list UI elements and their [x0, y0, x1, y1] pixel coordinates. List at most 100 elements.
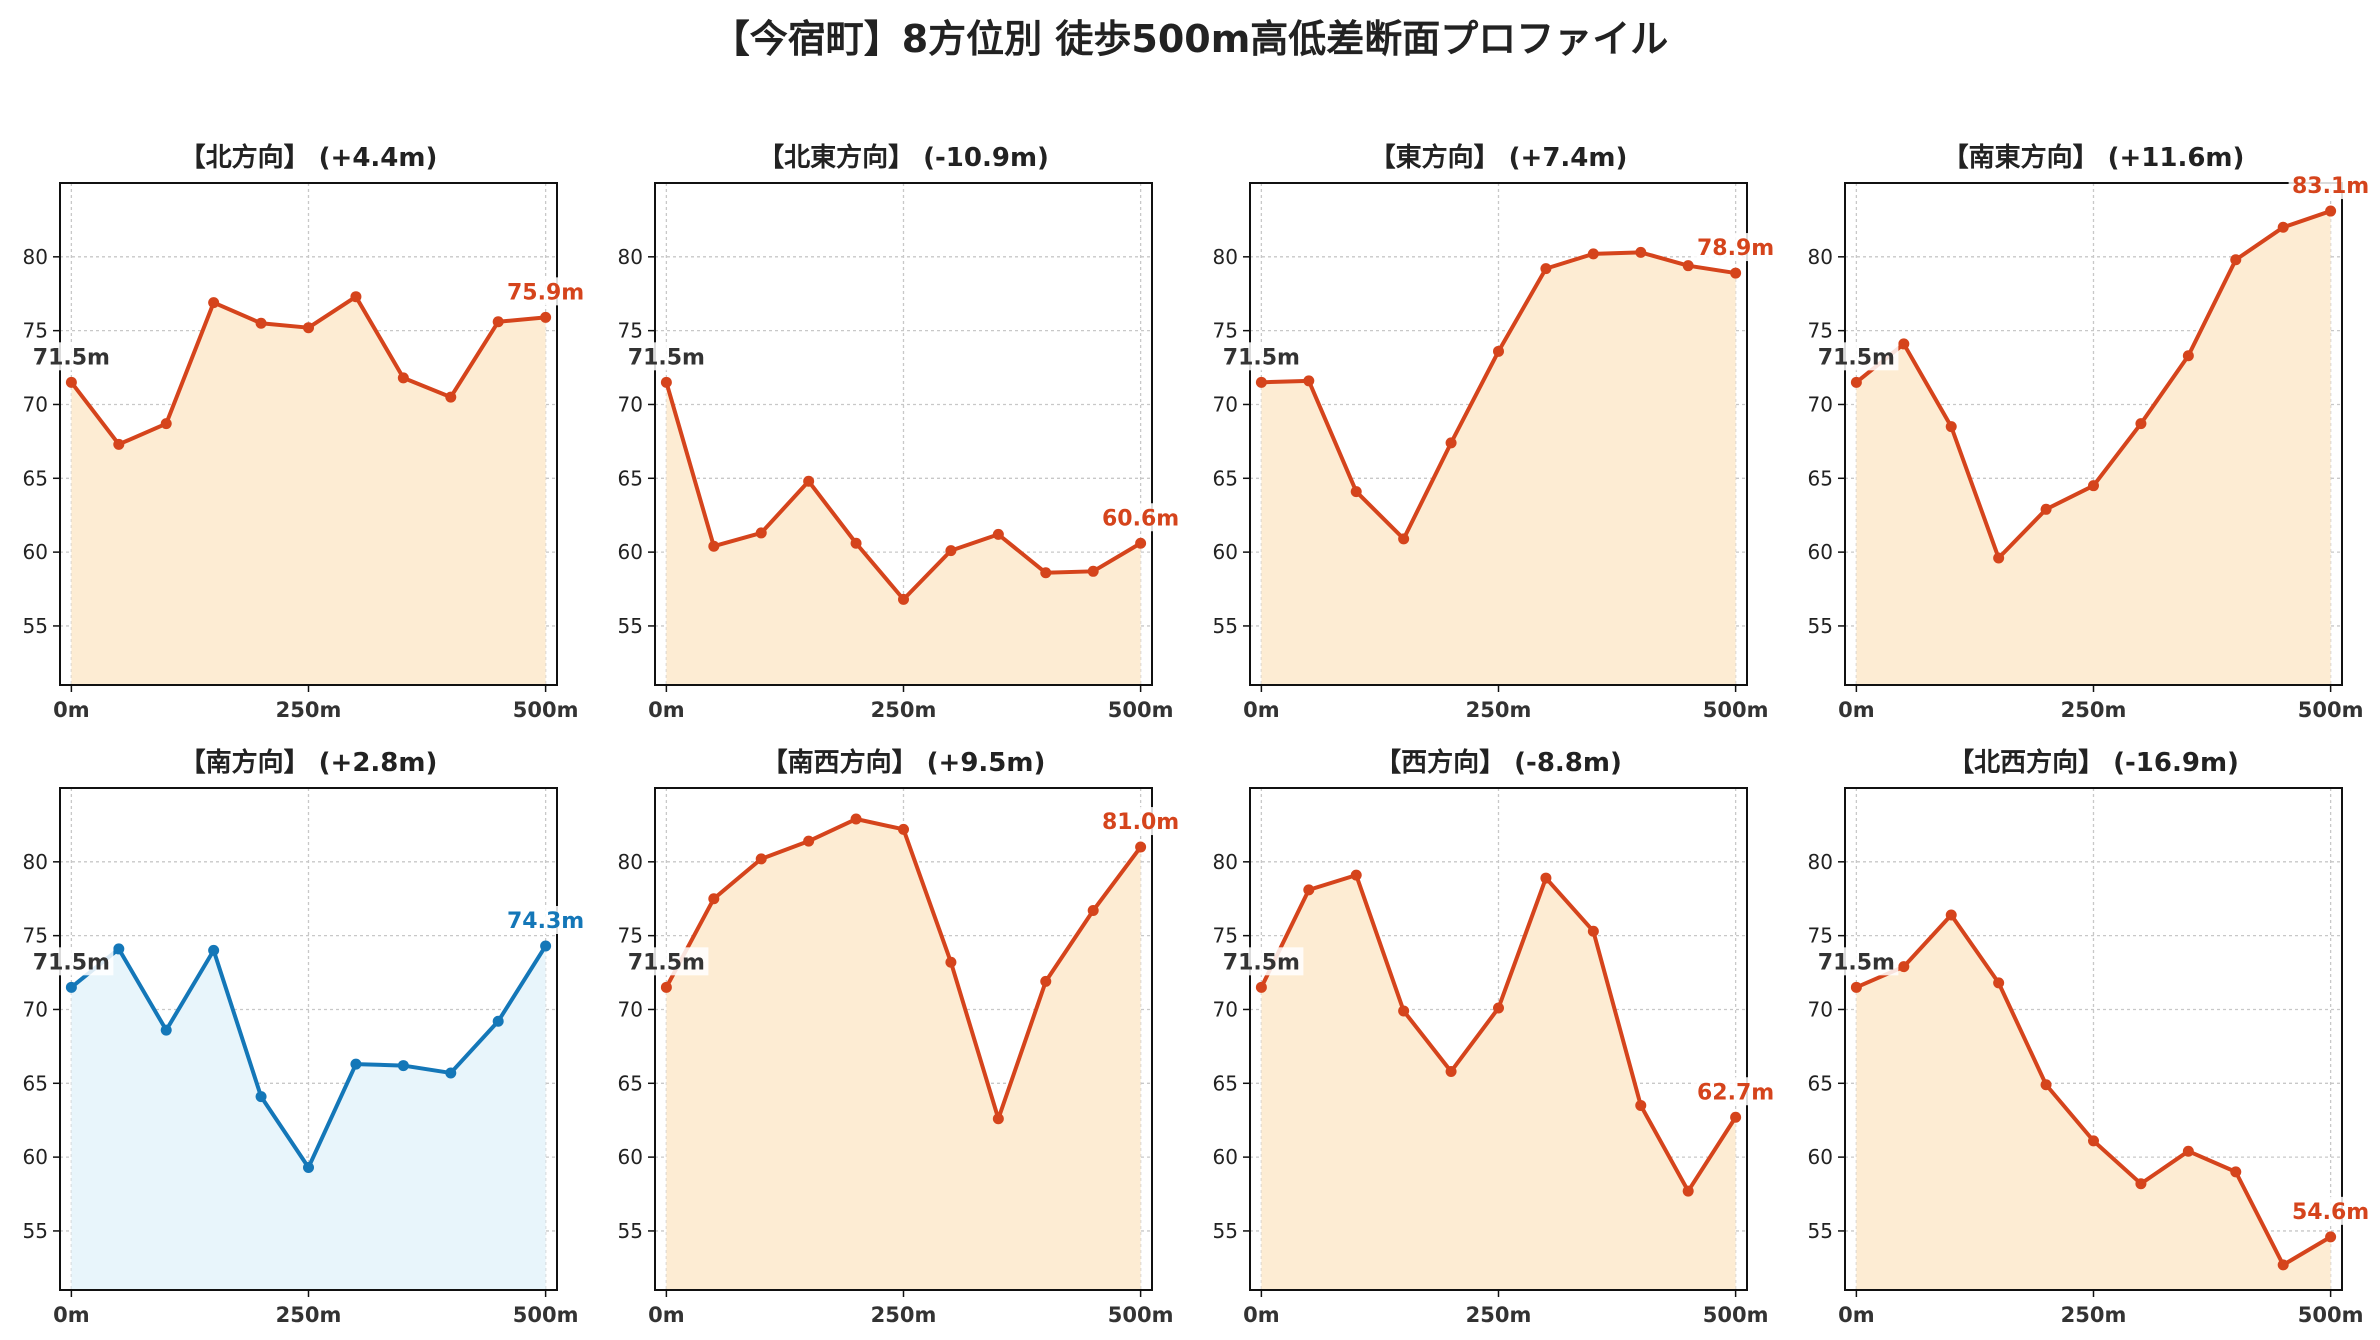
y-tick-label: 75	[23, 924, 48, 948]
data-point	[1898, 961, 1910, 973]
data-point	[1255, 376, 1267, 388]
elevation-area	[1261, 252, 1736, 686]
y-tick-label: 65	[1808, 466, 1833, 490]
y-tick-label: 60	[618, 1145, 643, 1169]
x-tick-label: 250m	[871, 1303, 937, 1327]
x-tick-label: 500m	[1703, 1303, 1769, 1327]
data-point	[1993, 552, 2005, 564]
data-point	[208, 944, 220, 956]
x-tick-label: 500m	[513, 698, 579, 722]
end-label-bg	[2288, 171, 2373, 200]
elevation-area	[666, 382, 1141, 685]
y-tick-label: 70	[618, 392, 643, 416]
y-tick-label: 75	[618, 319, 643, 343]
start-label-bg	[1814, 947, 1899, 976]
y-tick-label: 70	[23, 997, 48, 1021]
data-point	[1445, 437, 1457, 449]
data-point	[492, 1015, 504, 1027]
chart-panel-3: 【南東方向】 (+11.6m) 55 60 65 70 75 80 0m 250m 500m 71.…	[1808, 142, 2373, 722]
data-point	[1730, 267, 1742, 279]
data-point	[898, 593, 909, 605]
data-point	[1040, 975, 1052, 987]
end-label: 74.3m	[507, 909, 584, 934]
y-tick-label: 80	[1808, 850, 1833, 874]
data-point	[1135, 841, 1147, 853]
end-label-bg	[1693, 1077, 1778, 1106]
data-point	[945, 545, 957, 557]
y-tick-label: 65	[618, 1071, 643, 1095]
data-point	[1087, 905, 1099, 917]
start-label: 71.5m	[1223, 345, 1300, 370]
data-point	[660, 376, 672, 388]
elevation-area	[666, 819, 1141, 1290]
y-tick-label: 75	[23, 319, 48, 343]
y-tick-label: 55	[618, 614, 643, 638]
data-point	[2135, 418, 2147, 430]
start-label: 71.5m	[33, 345, 110, 370]
data-point	[1898, 338, 1910, 350]
y-tick-label: 55	[1213, 614, 1238, 638]
y-tick-label: 60	[618, 540, 643, 564]
start-label-bg	[1814, 342, 1899, 371]
elevation-area	[71, 945, 546, 1290]
y-tick-label: 80	[23, 245, 48, 269]
x-tick-label: 250m	[276, 1303, 342, 1327]
x-tick-label: 500m	[1703, 698, 1769, 722]
end-label-bg	[503, 277, 588, 306]
data-point	[397, 372, 409, 384]
data-point	[350, 291, 362, 303]
data-point	[803, 475, 815, 487]
data-point	[1682, 260, 1694, 272]
x-tick-label: 500m	[2298, 698, 2364, 722]
y-tick-label: 60	[1808, 540, 1833, 564]
y-tick-label: 55	[23, 1219, 48, 1243]
x-tick-label: 0m	[1243, 1303, 1280, 1327]
start-label-bg	[29, 947, 114, 976]
chart-panel-6: 【西方向】 (-8.8m) 55 60 65 70 75 80 0m 250m 500m 71.5m…	[1213, 747, 1778, 1327]
data-point	[1540, 872, 1552, 884]
data-point	[2088, 1135, 2099, 1147]
data-point	[1303, 884, 1315, 896]
data-point	[1135, 537, 1147, 549]
data-point	[660, 981, 672, 993]
y-tick-label: 55	[23, 614, 48, 638]
data-point	[540, 940, 552, 952]
data-point	[898, 823, 909, 835]
y-tick-label: 70	[1213, 392, 1238, 416]
start-label-bg	[1219, 947, 1304, 976]
data-point	[755, 527, 767, 539]
data-point	[445, 1067, 457, 1079]
x-tick-label: 250m	[2061, 698, 2127, 722]
data-point	[2135, 1178, 2147, 1190]
start-label: 71.5m	[33, 950, 110, 975]
data-point	[208, 297, 220, 309]
x-tick-label: 500m	[2298, 1303, 2364, 1327]
end-label: 54.6m	[2292, 1200, 2369, 1225]
data-point	[1587, 248, 1599, 260]
data-point	[708, 893, 720, 905]
end-label: 83.1m	[2292, 174, 2369, 199]
y-tick-label: 75	[1808, 319, 1833, 343]
chart-panel-7: 【北西方向】 (-16.9m) 55 60 65 70 75 80 0m 250m 500m 71.…	[1808, 747, 2373, 1327]
data-point	[850, 813, 862, 825]
y-tick-label: 65	[1808, 1071, 1833, 1095]
y-tick-label: 75	[1213, 924, 1238, 948]
chart-title: 【南西方向】 (+9.5m)	[762, 747, 1046, 778]
y-tick-label: 60	[1213, 1145, 1238, 1169]
elevation-area	[1856, 211, 2331, 685]
y-tick-label: 80	[618, 850, 643, 874]
data-point	[160, 418, 172, 430]
data-point	[445, 391, 457, 403]
elevation-area	[1261, 875, 1736, 1290]
data-point	[1087, 565, 1099, 577]
chart-panel-0: 【北方向】 (+4.4m) 55 60 65 70 75 80 0m 250m 500m 71.5m…	[23, 142, 588, 722]
y-tick-label: 60	[23, 540, 48, 564]
x-tick-label: 0m	[648, 698, 685, 722]
data-point	[1850, 981, 1862, 993]
data-point	[492, 316, 504, 328]
chart-title: 【北東方向】 (-10.9m)	[758, 142, 1049, 173]
chart-title: 【南方向】 (+2.8m)	[180, 747, 438, 778]
start-label-bg	[1219, 342, 1304, 371]
y-tick-label: 65	[23, 1071, 48, 1095]
